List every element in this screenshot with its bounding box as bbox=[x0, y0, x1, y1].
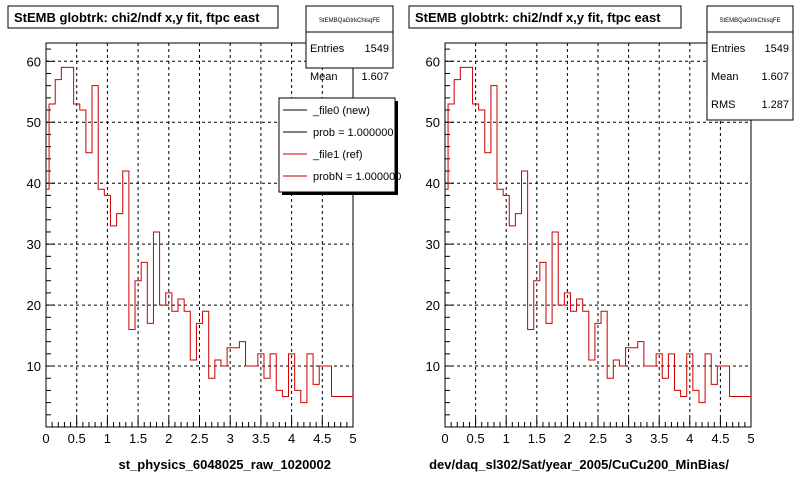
stats-box bbox=[305, 5, 394, 69]
legend-entry: _file1 (ref) bbox=[312, 149, 363, 161]
stats-label: Entries bbox=[711, 43, 746, 55]
legend-entry: _file0 (new) bbox=[312, 105, 370, 117]
x-tick-label: 1 bbox=[503, 431, 510, 446]
stats-name: StEMBQaGtrkChisqFE bbox=[719, 18, 780, 24]
chart-panel-1: 0 0.5 1 1.5 2 2.5 3 3.5 4 4.5 5 10 20 30 40 50 60 StEMB g… bbox=[7, 5, 401, 472]
y-tick-label: 10 bbox=[27, 359, 41, 374]
legend-entry: probN = 1.000000 bbox=[313, 171, 401, 183]
y-tick-label: 30 bbox=[426, 237, 440, 252]
stats-label: Mean bbox=[310, 71, 338, 83]
chart-title: StEMB globtrk: chi2/ndf x,y fit, ftpc ea… bbox=[14, 10, 260, 25]
x-tick-label: 1 bbox=[104, 431, 111, 446]
histogram-series bbox=[46, 66, 353, 404]
y-tick-label: 50 bbox=[426, 115, 440, 130]
x-axis-label: st_physics_6048025_raw_1020002 bbox=[118, 457, 331, 472]
x-tick-label: 3.5 bbox=[252, 431, 270, 446]
x-tick-label: 4 bbox=[686, 431, 693, 446]
x-tick-label: 3 bbox=[227, 431, 234, 446]
y-tick-label: 60 bbox=[27, 54, 41, 69]
stats-value: 1.607 bbox=[761, 71, 789, 83]
y-tick-label: 20 bbox=[426, 298, 440, 313]
x-tick-label: 2 bbox=[165, 431, 172, 446]
x-tick-label: 1.5 bbox=[528, 431, 546, 446]
y-tick-label: 60 bbox=[426, 54, 440, 69]
x-tick-label: 4.5 bbox=[313, 431, 331, 446]
chart-title: StEMB globtrk: chi2/ndf x,y fit, ftpc ea… bbox=[415, 10, 661, 25]
title-box bbox=[408, 5, 682, 29]
x-tick-label: 0 bbox=[42, 431, 49, 446]
x-tick-label: 1.5 bbox=[129, 431, 147, 446]
stats-label: Entries bbox=[310, 43, 345, 55]
stats-value: 1549 bbox=[365, 43, 389, 55]
y-tick-label: 40 bbox=[426, 176, 440, 191]
stats-box bbox=[706, 5, 794, 121]
x-tick-label: 4 bbox=[288, 431, 295, 446]
histogram-series bbox=[445, 66, 751, 404]
y-tick-label: 20 bbox=[27, 298, 41, 313]
stats-value: 1.287 bbox=[761, 99, 789, 111]
stats-value: 1.607 bbox=[361, 71, 389, 83]
legend-entry: prob = 1.000000 bbox=[313, 127, 393, 139]
y-tick-label: 40 bbox=[27, 176, 41, 191]
x-tick-label: 2 bbox=[564, 431, 571, 446]
stats-label: Mean bbox=[711, 71, 739, 83]
x-tick-label: 3 bbox=[625, 431, 632, 446]
stats-label: RMS bbox=[711, 99, 735, 111]
x-tick-label: 0 bbox=[441, 431, 448, 446]
x-tick-label: 5 bbox=[349, 431, 356, 446]
y-tick-label: 50 bbox=[27, 115, 41, 130]
stats-name: StEMBQaGtrkChisqFE bbox=[319, 18, 380, 24]
x-tick-label: 2.5 bbox=[589, 431, 607, 446]
title-box bbox=[7, 5, 279, 29]
stats-value: 1549 bbox=[765, 43, 789, 55]
x-tick-label: 5 bbox=[747, 431, 754, 446]
x-tick-label: 0.5 bbox=[68, 431, 86, 446]
x-tick-label: 3.5 bbox=[650, 431, 668, 446]
x-tick-label: 0.5 bbox=[467, 431, 485, 446]
chart-panel-2: 0 0.5 1 1.5 2 2.5 3 3.5 4 4.5 5 10 20 30 40 50 60 StEMB g… bbox=[408, 5, 794, 472]
y-tick-label: 30 bbox=[27, 237, 41, 252]
y-tick-label: 10 bbox=[426, 359, 440, 374]
x-axis-label: dev/daq_sl302/Sat/year_2005/CuCu200_MinB… bbox=[429, 457, 729, 472]
x-tick-label: 4.5 bbox=[711, 431, 729, 446]
x-tick-label: 2.5 bbox=[190, 431, 208, 446]
